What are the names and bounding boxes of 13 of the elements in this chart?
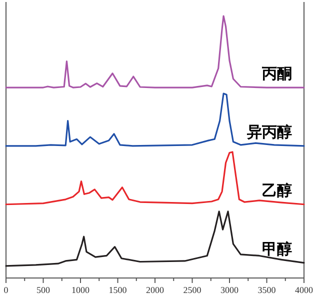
series-label: 丙酮 [261, 64, 292, 83]
x-tick-label: 3000 [220, 285, 239, 295]
x-tick-label: 4000 [295, 285, 314, 295]
series-label: 异丙醇 [246, 122, 292, 141]
x-tick-label: 2500 [183, 285, 202, 295]
x-tick-label: 2000 [146, 285, 164, 295]
series-label: 乙醇 [262, 181, 292, 200]
x-tick-label: 1000 [72, 285, 90, 295]
series-label: 甲醇 [262, 240, 292, 258]
x-tick-label: 1500 [108, 285, 128, 295]
x-tick-label: 500 [36, 285, 50, 295]
x-tick-label: 0 [4, 285, 9, 295]
x-tick-label: 3500 [258, 285, 276, 295]
